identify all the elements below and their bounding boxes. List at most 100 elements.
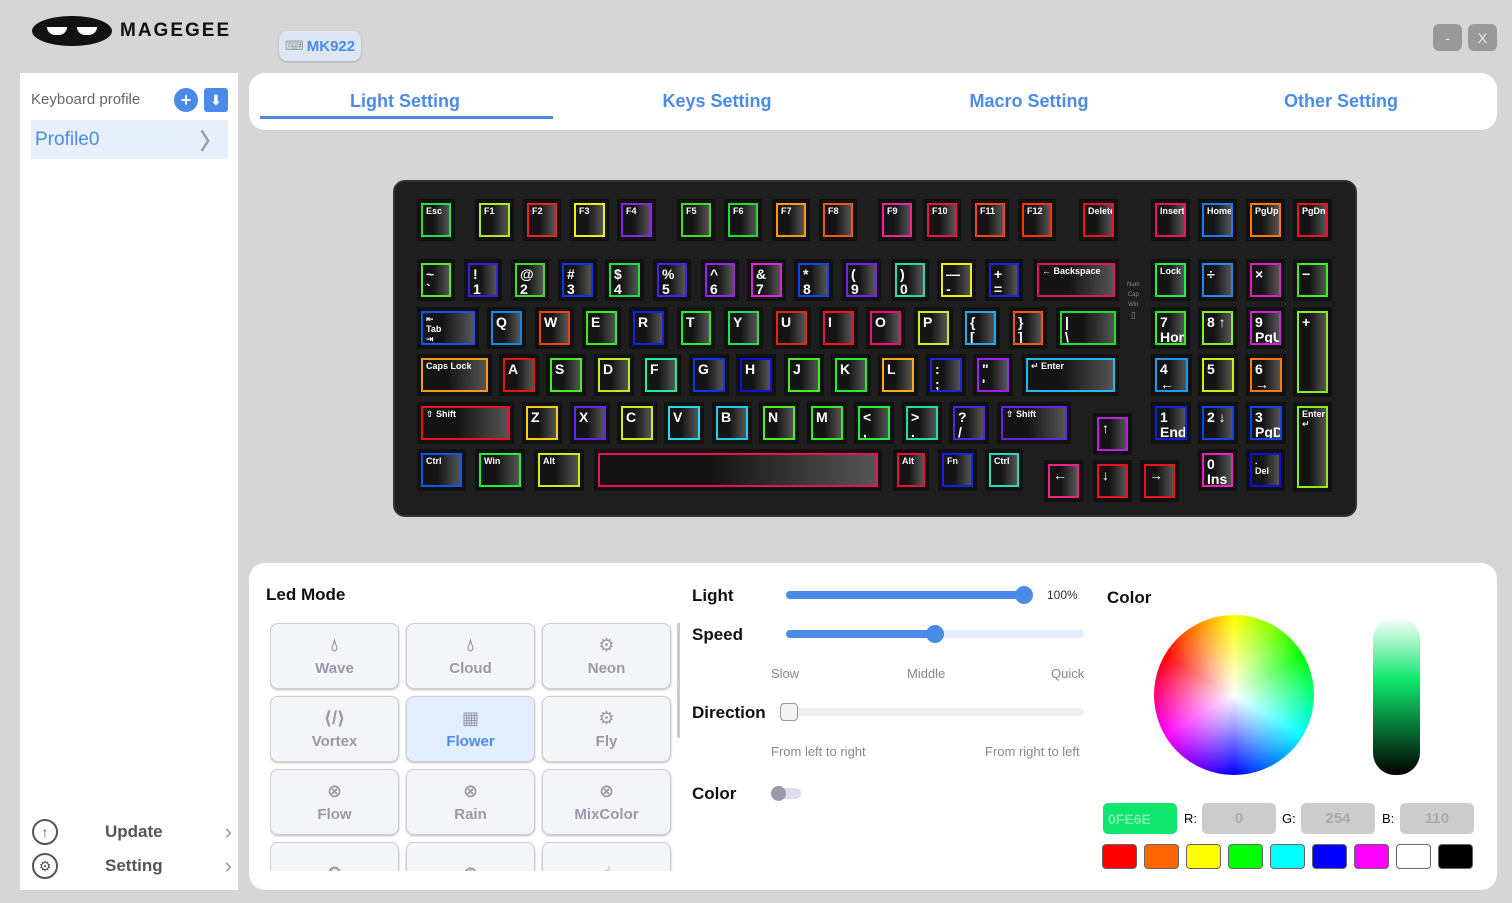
led-mode-wave[interactable]: 💧︎ Wave (270, 623, 399, 689)
key-}-][interactable]: } ] (1013, 311, 1043, 345)
preset-color-swatch[interactable] (1102, 844, 1137, 869)
speed-slider[interactable] (786, 625, 1084, 643)
preset-color-swatch[interactable] (1396, 844, 1431, 869)
led-mode-flow[interactable]: ⊗ Flow (270, 769, 399, 835)
key-H[interactable]: H (740, 358, 772, 392)
key-%-5[interactable]: % 5 (657, 263, 687, 297)
key-E[interactable]: E (586, 311, 617, 345)
key-$-4[interactable]: $ 4 (609, 263, 640, 297)
key-F3[interactable]: F3 (574, 203, 605, 237)
setting-button[interactable]: ⚙ Setting › (32, 851, 232, 881)
key-~-`[interactable]: ~ ` (421, 263, 451, 297)
update-button[interactable]: ↑ Update › (32, 817, 232, 847)
key-M[interactable]: M (811, 406, 843, 440)
key-−[interactable]: − (1297, 263, 1328, 297)
key-F4[interactable]: F4 (621, 203, 652, 237)
key-U[interactable]: U (776, 311, 807, 345)
key-D[interactable]: D (598, 358, 630, 392)
key-Alt[interactable]: Alt (538, 453, 580, 487)
key-→[interactable]: → (1144, 464, 1175, 498)
key-7-Home[interactable]: 7 Home (1155, 311, 1186, 345)
preset-color-swatch[interactable] (1186, 844, 1221, 869)
key-R[interactable]: R (633, 311, 664, 345)
speed-slider-handle[interactable] (926, 625, 944, 643)
minimize-button[interactable]: - (1433, 24, 1462, 51)
key-W[interactable]: W (539, 311, 570, 345)
key-F10[interactable]: F10 (927, 203, 957, 237)
tab-macro-setting[interactable]: Macro Setting (969, 91, 1089, 111)
preset-color-swatch[interactable] (1354, 844, 1389, 869)
key-G[interactable]: G (693, 358, 725, 392)
key->-.[interactable]: > . (906, 406, 938, 440)
b-input[interactable]: 110 (1400, 803, 1474, 834)
led-mode-fly[interactable]: ⚙ Fly (542, 696, 671, 762)
key-P[interactable]: P (918, 311, 949, 345)
close-button[interactable]: X (1468, 24, 1497, 51)
key-*-8[interactable]: * 8 (798, 263, 829, 297)
led-mode-item-11[interactable]: ☝ (542, 842, 671, 871)
import-profile-button[interactable]: ⬇ (204, 88, 228, 112)
key-F12[interactable]: F12 (1022, 203, 1052, 237)
key-3-PgDn[interactable]: 3 PgDn (1250, 406, 1282, 440)
key-T[interactable]: T (681, 311, 711, 345)
key-F8[interactable]: F8 (823, 203, 853, 237)
light-slider-handle[interactable] (1015, 586, 1033, 604)
key-5[interactable]: 5 (1202, 358, 1234, 392)
key-F6[interactable]: F6 (728, 203, 758, 237)
key-V[interactable]: V (668, 406, 700, 440)
key-<-,[interactable]: < , (858, 406, 890, 440)
key-↵-Enter[interactable]: ↵ Enter (1026, 358, 1115, 392)
key-(-9[interactable]: ( 9 (846, 263, 877, 297)
key-!-1[interactable]: ! 1 (468, 263, 498, 297)
add-profile-button[interactable]: + (174, 88, 198, 112)
direction-slider-handle[interactable] (780, 703, 798, 721)
led-mode-item-10[interactable]: ⊕ (406, 842, 535, 871)
key-+[interactable]: + (1297, 311, 1328, 393)
key-|-\[interactable]: | \ (1060, 311, 1116, 345)
preset-color-swatch[interactable] (1438, 844, 1473, 869)
key-"-'[interactable]: " ' (977, 358, 1009, 392)
brightness-bar[interactable] (1373, 617, 1420, 775)
led-mode-mixcolor[interactable]: ⊗ MixColor (542, 769, 671, 835)
key-1-End[interactable]: 1 End (1155, 406, 1187, 440)
key-F7[interactable]: F7 (776, 203, 806, 237)
key-⇧-Shift[interactable]: ⇧ Shift (1001, 406, 1067, 440)
key-.-Del[interactable]: . Del (1250, 453, 1281, 487)
key-F[interactable]: F (645, 358, 677, 392)
key-Y[interactable]: Y (728, 311, 759, 345)
led-mode-neon[interactable]: ⚙ Neon (542, 623, 671, 689)
led-mode-vortex[interactable]: ⟨/⟩ Vortex (270, 696, 399, 762)
key-)-0[interactable]: ) 0 (895, 263, 925, 297)
key-PgUp[interactable]: PgUp (1250, 203, 1281, 237)
key-Alt[interactable]: Alt (897, 453, 925, 487)
key-Delete[interactable]: Delete (1083, 203, 1114, 237)
key-Esc[interactable]: Esc (421, 203, 451, 237)
key-@-2[interactable]: @ 2 (515, 263, 545, 297)
key-S[interactable]: S (550, 358, 582, 392)
key-⇤-Tab-⇥[interactable]: ⇤ Tab ⇥ (421, 311, 475, 345)
key-Caps-Lock[interactable]: Caps Lock (421, 358, 488, 392)
key-L[interactable]: L (882, 358, 914, 392)
key-8-↑[interactable]: 8 ↑ (1202, 311, 1233, 345)
preset-color-swatch[interactable] (1312, 844, 1347, 869)
key-&-7[interactable]: & 7 (751, 263, 782, 297)
key-+-=[interactable]: + = (989, 263, 1019, 297)
key-?-/[interactable]: ? / (953, 406, 985, 440)
key-Z[interactable]: Z (526, 406, 558, 440)
key-I[interactable]: I (823, 311, 854, 345)
tab-light-setting[interactable]: Light Setting (249, 73, 561, 130)
key-Fn[interactable]: Fn (942, 453, 973, 487)
tab-other-setting[interactable]: Other Setting (1283, 91, 1398, 111)
key-÷[interactable]: ÷ (1202, 263, 1233, 297)
key-↓[interactable]: ↓ (1097, 464, 1128, 498)
key-K[interactable]: K (835, 358, 867, 392)
key-Ctrl[interactable]: Ctrl (421, 453, 462, 487)
preset-color-swatch[interactable] (1228, 844, 1263, 869)
key-×[interactable]: × (1250, 263, 1281, 297)
key-PgDn[interactable]: PgDn (1297, 203, 1328, 237)
key-↑[interactable]: ↑ (1097, 417, 1128, 451)
key-Lock[interactable]: Lock (1155, 263, 1186, 297)
g-input[interactable]: 254 (1301, 803, 1375, 834)
led-mode-item-9[interactable]: ⏲ (270, 842, 399, 871)
key-4-←[interactable]: 4 ← (1155, 358, 1188, 392)
